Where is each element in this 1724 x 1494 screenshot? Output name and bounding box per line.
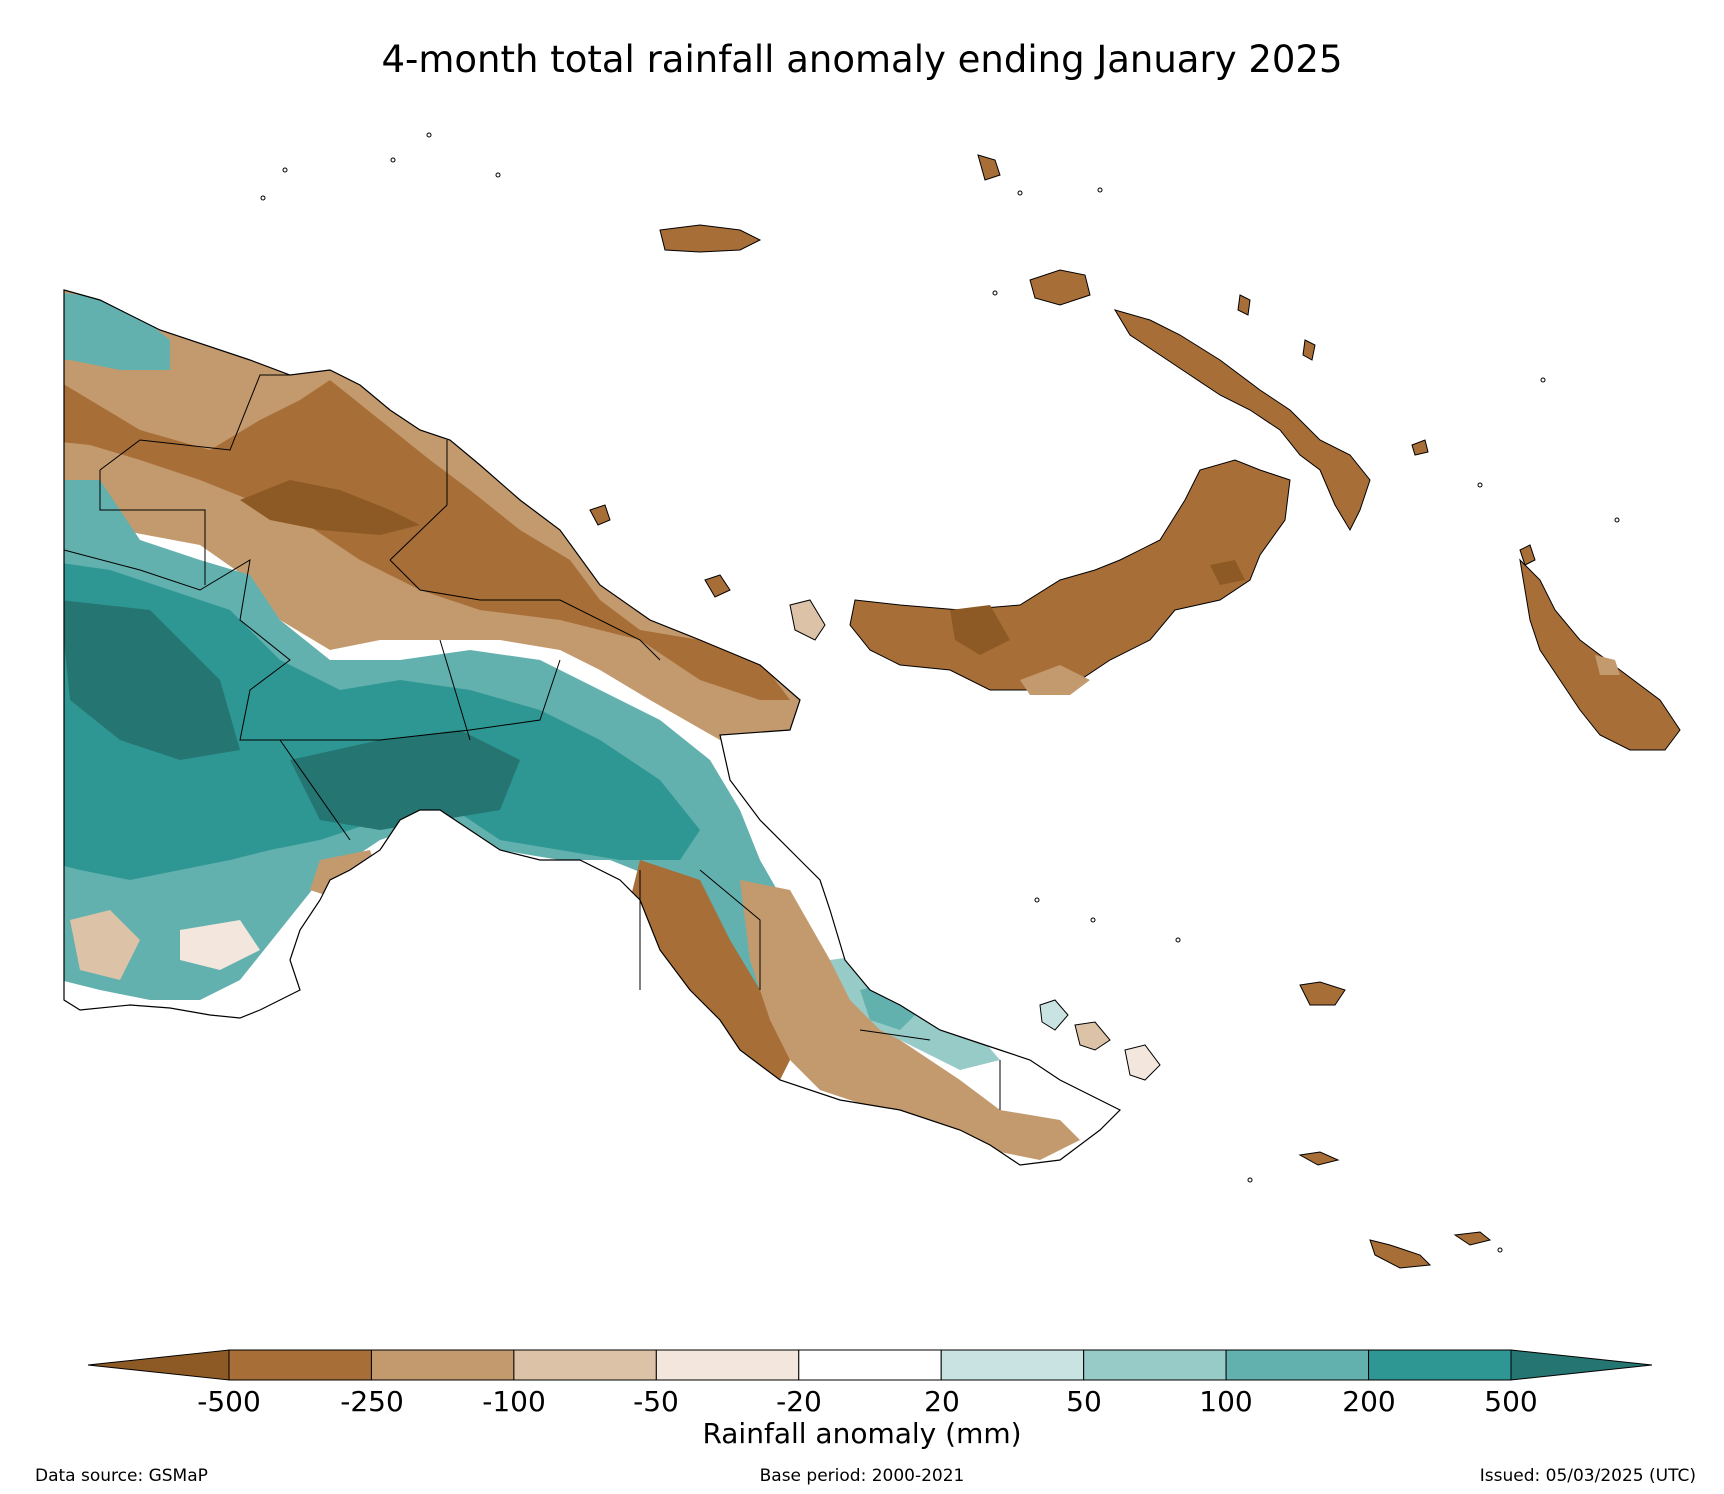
colorbar-tick-label: -100 xyxy=(482,1385,546,1418)
colorbar-label: Rainfall anomaly (mm) xyxy=(702,1417,1022,1450)
south-coast-tan-zone xyxy=(740,880,1080,1160)
central-deep-teal-zone xyxy=(64,600,240,760)
rossel-island xyxy=(1369,1239,1432,1269)
colorbar-tick-label: -250 xyxy=(340,1385,404,1418)
colorbar-extend-high xyxy=(1510,1349,1653,1381)
colorbar-bin xyxy=(798,1349,942,1381)
tabar-island xyxy=(1302,339,1316,361)
colorbar-tick-label: 50 xyxy=(1066,1385,1102,1418)
bougainville-tan-patch xyxy=(1595,655,1620,675)
colorbar-extend-low xyxy=(87,1349,230,1381)
bougainville xyxy=(1519,558,1681,751)
colorbar-tick-label: 20 xyxy=(924,1385,960,1418)
new-britain-tan-patch xyxy=(1020,665,1090,695)
mainland-coastline xyxy=(63,289,1122,1166)
colorbar-bin xyxy=(228,1349,372,1381)
new-hanover xyxy=(1029,269,1091,306)
map-title: 4-month total rainfall anomaly ending Ja… xyxy=(381,38,1343,81)
colorbar-bin xyxy=(1225,1349,1370,1381)
mainland xyxy=(64,290,1120,1165)
province-borders xyxy=(63,374,1001,1110)
dentrecasteaux-island-1 xyxy=(1074,1021,1111,1051)
colorbar-bin xyxy=(513,1349,657,1381)
misima-island xyxy=(1298,1151,1340,1166)
colorbar-tick-label: -500 xyxy=(197,1385,261,1418)
colorbar-bin xyxy=(940,1349,1085,1381)
colorbar-bin xyxy=(370,1349,515,1381)
colorbar-bin xyxy=(1083,1349,1227,1381)
new-britain-deep-patch xyxy=(950,605,1010,655)
new-britain-east-deep-patch xyxy=(1210,560,1245,585)
colorbar-tick-label: 500 xyxy=(1484,1385,1538,1418)
fly-river-deep-teal-zone xyxy=(290,730,520,830)
base-period: Base period: 2000-2021 xyxy=(759,1466,965,1486)
small-islets xyxy=(260,132,1620,1253)
north-brown-zone xyxy=(64,370,790,700)
goodenough-island xyxy=(1039,999,1069,1031)
long-island xyxy=(704,574,731,598)
feni-island xyxy=(1411,439,1429,456)
southwest-cream-patch xyxy=(180,920,260,970)
rainfall-anomaly-map xyxy=(63,132,1681,1269)
central-dark-teal-zone xyxy=(64,560,700,880)
colorbar-tick-label: 100 xyxy=(1199,1385,1253,1418)
data-source: Data source: GSMaP xyxy=(35,1466,208,1486)
umboi-island xyxy=(789,599,826,641)
southwest-dry-patch xyxy=(70,910,140,980)
trobriand-island xyxy=(1299,981,1346,1006)
manus-island xyxy=(659,224,762,253)
colorbar-bin xyxy=(1368,1349,1512,1381)
mussau-island xyxy=(977,154,1001,181)
colorbar xyxy=(87,1349,1653,1381)
woodlark-island xyxy=(1453,1231,1492,1246)
north-deep-brown-zone xyxy=(240,480,420,535)
colorbar-tick-label: 200 xyxy=(1342,1385,1396,1418)
colorbar-tick-label: -50 xyxy=(633,1385,679,1418)
colorbar-tick-label: -20 xyxy=(776,1385,822,1418)
issued-date: Issued: 05/03/2025 (UTC) xyxy=(1479,1466,1696,1486)
bougainville-north xyxy=(1519,544,1536,566)
lihir-island xyxy=(1237,294,1251,316)
dentrecasteaux-island-2 xyxy=(1124,1044,1161,1081)
new-ireland xyxy=(1113,309,1371,532)
south-coast-brown-zone xyxy=(630,860,800,1080)
colorbar-bin xyxy=(655,1349,800,1381)
karkar-island xyxy=(589,504,611,526)
northwest-teal-zone xyxy=(64,290,170,370)
